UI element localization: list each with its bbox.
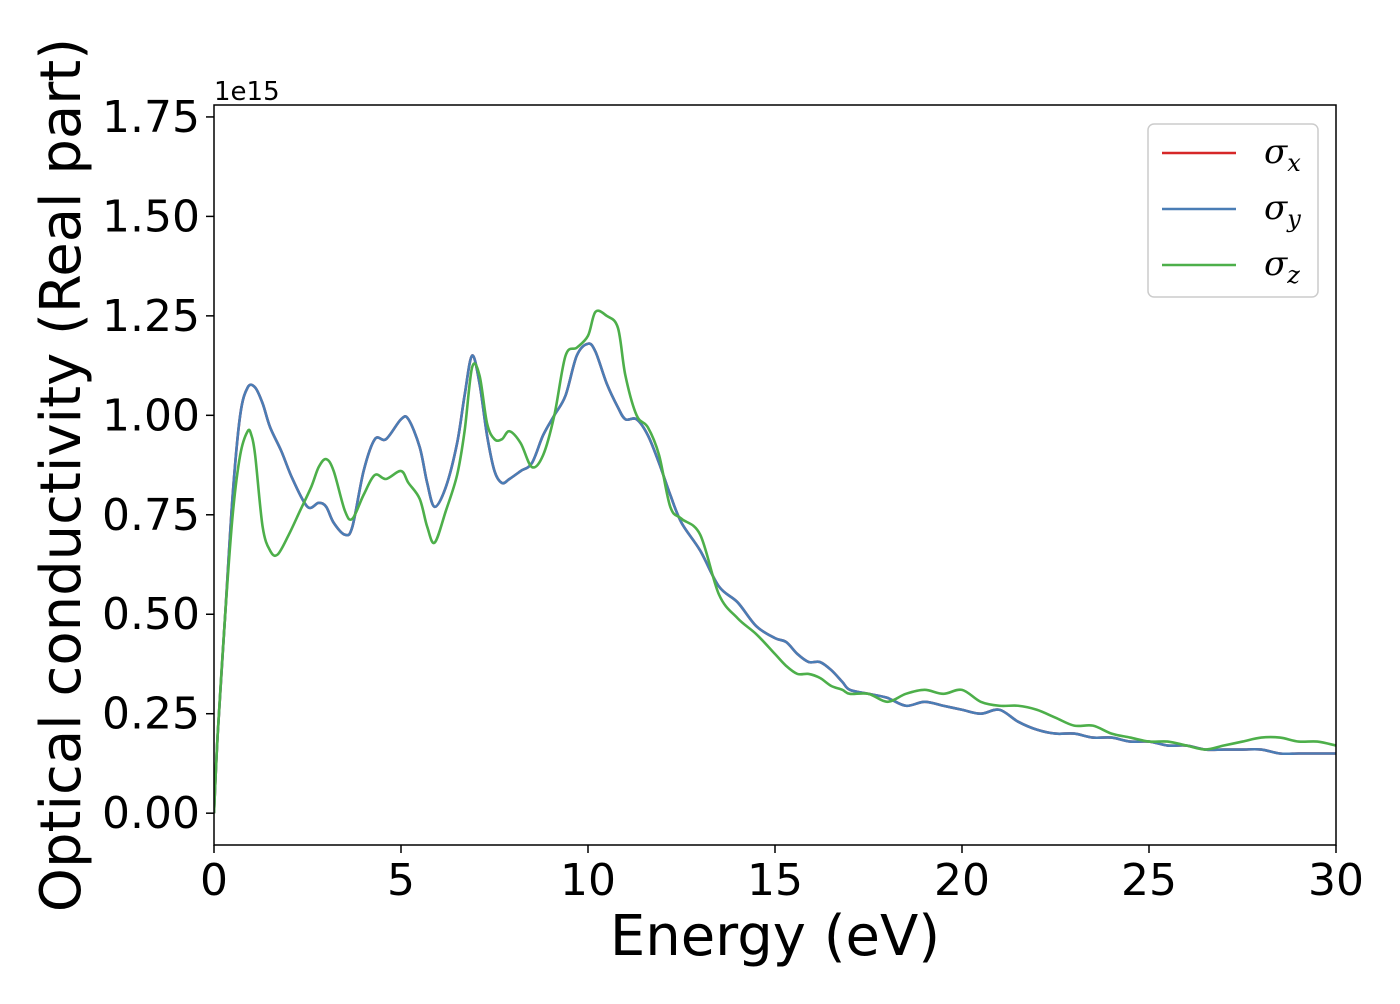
series-line-z (214, 309, 1336, 814)
legend-label-x: σx (1264, 132, 1301, 177)
y-offset-text: 1e15 (214, 77, 280, 107)
legend-label-z: σz (1264, 244, 1300, 289)
legend-items: σx σy σz (1162, 132, 1301, 289)
series-layer (214, 309, 1336, 814)
x-tick-label: 20 (934, 855, 990, 906)
legend-box (1147, 123, 1319, 298)
x-tick-label: 5 (387, 855, 415, 906)
x-tick-label: 15 (747, 855, 803, 906)
y-tick-label: 1.50 (102, 191, 200, 242)
x-tick-label: 10 (560, 855, 616, 906)
y-tick-label: 1.75 (102, 92, 200, 143)
y-axis-label: Optical conductivity (Real part) (29, 38, 94, 912)
y-tick-label: 0.00 (102, 788, 200, 839)
y-tick-label: 0.25 (102, 689, 200, 740)
y-tick-label: 0.75 (102, 490, 200, 541)
x-tick-label: 0 (200, 855, 228, 906)
x-tick-label: 25 (1121, 855, 1177, 906)
legend-label-y: σy (1264, 188, 1301, 233)
x-tick-label: 30 (1308, 855, 1364, 906)
y-axis-ticks: 0.00 0.25 0.50 0.75 1.00 1.25 1.50 1.75 (102, 92, 214, 839)
y-tick-label: 0.50 (102, 589, 200, 640)
x-axis-ticks: 0 5 10 15 20 25 30 (200, 845, 1364, 906)
series-line-y (214, 342, 1336, 814)
y-tick-label: 1.25 (102, 291, 200, 342)
legend: σx σy σz (1147, 123, 1319, 298)
x-axis-label: Energy (eV) (610, 904, 940, 969)
y-tick-label: 1.00 (102, 390, 200, 441)
